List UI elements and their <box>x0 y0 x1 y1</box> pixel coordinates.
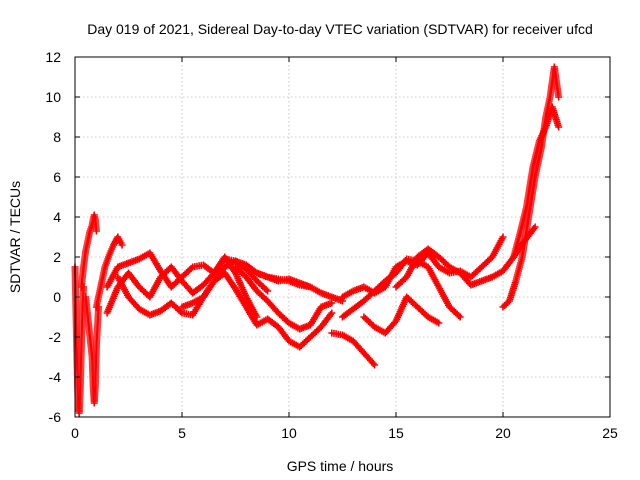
data-point <box>555 93 563 101</box>
data-point-interp <box>262 286 270 294</box>
series-arc-3 <box>82 293 103 407</box>
data-point <box>555 123 563 131</box>
y-axis-label: SDTVAR / TECUs <box>7 181 23 293</box>
data-point-interp <box>455 312 463 320</box>
x-axis-label: GPS time / hours <box>287 458 394 474</box>
series-arc-8 <box>178 269 336 351</box>
series-arc-14 <box>360 293 443 337</box>
data-markers <box>71 63 563 417</box>
series-arc-2 <box>77 211 100 291</box>
series-arc-10 <box>253 269 346 305</box>
series-arc-9 <box>232 263 336 333</box>
series-arc-17 <box>510 103 563 261</box>
series-arc-4 <box>92 233 126 311</box>
series-arc-16 <box>499 63 563 311</box>
data-point <box>456 313 464 321</box>
grid-lines <box>75 57 610 417</box>
y-tick-label: 0 <box>53 289 61 305</box>
data-point <box>531 223 539 231</box>
data-point <box>328 309 336 317</box>
data-point <box>499 233 507 241</box>
data-point <box>92 227 100 235</box>
x-tick-label: 25 <box>602 425 618 441</box>
y-tick-label: -6 <box>49 409 62 425</box>
data-point <box>371 361 379 369</box>
y-tick-label: 8 <box>53 129 61 145</box>
x-tick-label: 20 <box>495 425 511 441</box>
y-tick-label: -2 <box>49 329 62 345</box>
plot-frame <box>74 56 611 418</box>
series-arc-11 <box>328 329 379 369</box>
x-tick-label: 0 <box>71 425 79 441</box>
series-arc-7 <box>103 253 261 321</box>
series-arc-13 <box>339 255 464 321</box>
y-tick-label: 4 <box>53 209 61 225</box>
data-point <box>264 287 272 295</box>
y-tick-label: 10 <box>45 89 61 105</box>
data-point <box>435 319 443 327</box>
data-point-interp <box>176 308 184 316</box>
data-point <box>118 241 126 249</box>
x-tick-label: 10 <box>281 425 297 441</box>
x-tick-label: 15 <box>388 425 404 441</box>
y-tick-label: 12 <box>45 49 61 65</box>
y-tick-label: 6 <box>53 169 61 185</box>
y-tick-label: -4 <box>49 369 62 385</box>
chart-title: Day 019 of 2021, Sidereal Day-to-day VTE… <box>87 21 593 37</box>
data-point-interp <box>187 264 195 272</box>
x-tick-label: 5 <box>178 425 186 441</box>
data-point-interp <box>369 360 377 367</box>
y-axis: -6 -4 -2 0 2 4 6 8 10 12 <box>45 49 610 425</box>
y-tick-label: 2 <box>53 249 61 265</box>
data-point <box>328 299 336 307</box>
x-axis: 0 5 10 15 20 25 <box>71 57 618 441</box>
